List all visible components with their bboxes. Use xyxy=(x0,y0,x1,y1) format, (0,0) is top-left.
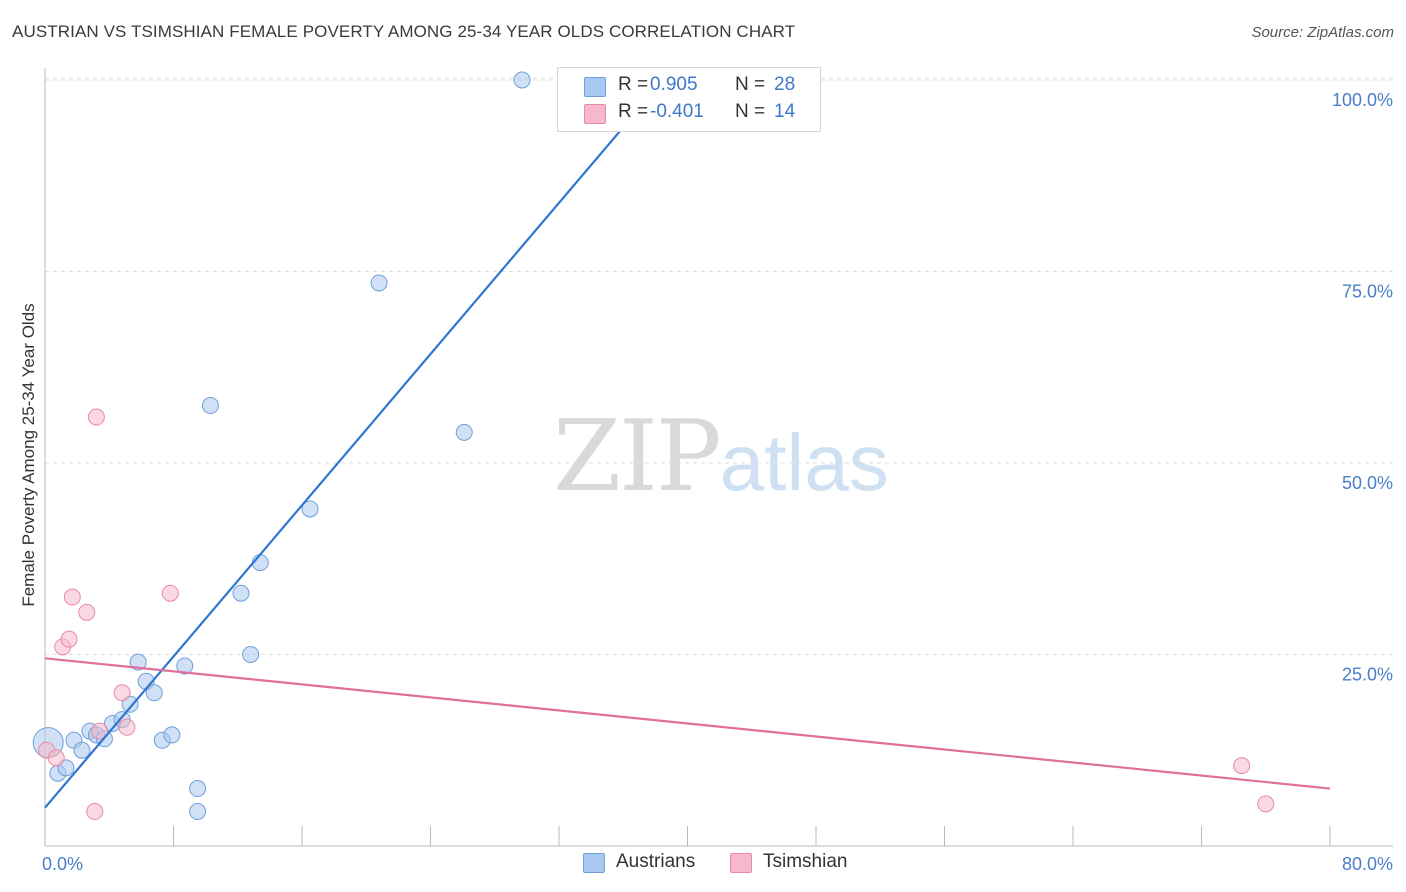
data-point-tsimshian xyxy=(87,408,105,426)
legend-n-value: 28 xyxy=(774,74,796,95)
data-point-austrians xyxy=(513,71,531,89)
legend-swatch-tsimshian xyxy=(584,104,606,124)
data-point-austrians xyxy=(145,684,163,702)
series-label-tsimshian: Tsimshian xyxy=(763,851,848,872)
data-point-austrians xyxy=(242,646,260,663)
chart-title: AUSTRIAN VS TSIMSHIAN FEMALE POVERTY AMO… xyxy=(12,22,796,41)
x-tick-label: 0.0% xyxy=(42,854,83,874)
data-point-tsimshian xyxy=(1233,757,1251,775)
data-point-austrians xyxy=(163,726,181,744)
legend-r-label: R = xyxy=(618,74,649,95)
series-label-austrians: Austrians xyxy=(616,851,696,872)
correlation-legend: R = 0.905 N = 28 R = -0.401 N = 14 xyxy=(557,67,821,132)
data-point-austrians xyxy=(73,741,91,759)
data-point-austrians xyxy=(301,500,319,518)
legend-r-value: 0.905 xyxy=(650,74,698,95)
data-point-austrians xyxy=(370,274,388,292)
data-point-tsimshian xyxy=(60,630,78,648)
legend-swatch-austrians xyxy=(584,77,606,97)
data-point-austrians xyxy=(455,423,473,441)
data-point-austrians xyxy=(232,584,250,602)
x-tick-label: 80.0% xyxy=(1342,854,1393,874)
legend-row-tsimshian: R = -0.401 N = 14 xyxy=(558,101,820,127)
data-point-austrians xyxy=(201,397,219,415)
legend-row-austrians: R = 0.905 N = 28 xyxy=(558,74,820,100)
data-point-tsimshian xyxy=(63,588,81,606)
legend-n-label: N = xyxy=(735,101,766,122)
legend-n-label: N = xyxy=(735,74,766,95)
data-point-tsimshian xyxy=(86,803,104,821)
data-point-austrians xyxy=(176,657,194,675)
data-point-austrians xyxy=(121,695,139,713)
legend-r-value: -0.401 xyxy=(650,101,704,122)
trendline-austrians xyxy=(44,79,665,809)
source-label: Source: ZipAtlas.com xyxy=(1251,24,1394,41)
legend-r-label: R = xyxy=(618,101,649,122)
y-tick-label: 50.0% xyxy=(1342,473,1393,493)
data-point-austrians xyxy=(189,803,207,821)
y-tick-label: 100.0% xyxy=(1332,90,1393,110)
legend-n-value: 14 xyxy=(774,101,796,122)
data-point-tsimshian xyxy=(47,749,65,767)
data-point-tsimshian xyxy=(118,718,136,736)
data-point-tsimshian xyxy=(91,722,109,740)
series-swatch-austrians xyxy=(583,853,605,873)
data-point-austrians xyxy=(129,653,147,671)
data-point-tsimshian xyxy=(113,684,131,702)
data-point-tsimshian xyxy=(1257,795,1275,813)
watermark: ZIPatlas xyxy=(553,400,889,514)
y-tick-label: 75.0% xyxy=(1342,282,1393,302)
series-swatch-tsimshian xyxy=(730,853,752,873)
data-point-tsimshian xyxy=(161,584,179,602)
y-tick-label: 25.0% xyxy=(1342,665,1393,685)
watermark-zip: ZIP xyxy=(553,400,722,514)
watermark-atlas: atlas xyxy=(719,418,889,507)
trendline-tsimshian xyxy=(44,657,1331,790)
data-point-tsimshian xyxy=(78,603,96,621)
data-point-austrians xyxy=(189,780,207,798)
